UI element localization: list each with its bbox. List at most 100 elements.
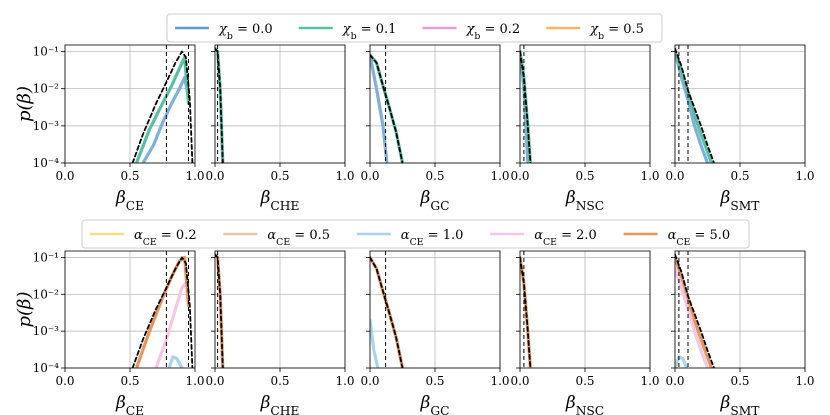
legend-label: χb = 0.1 (342, 22, 397, 42)
legend-frame (81, 219, 750, 249)
x-axis-label: βCHE (260, 188, 300, 213)
x-tick-label: 0.0 (55, 374, 74, 388)
x-axis-label: βNSC (565, 393, 604, 415)
x-tick-label: 1.0 (795, 374, 814, 388)
series-group (520, 49, 532, 163)
y-tick-label: 10⁻⁴ (33, 361, 60, 375)
y-tick-label: 10⁻³ (33, 119, 60, 133)
series-group (675, 253, 715, 368)
legend-label: αCE = 5.0 (668, 228, 731, 248)
legend-label: αCE = 2.0 (534, 228, 597, 248)
series-group (131, 255, 194, 368)
series-line (370, 318, 380, 368)
series-line (675, 47, 715, 163)
y-axis-label: p(β) (14, 292, 35, 328)
series-group (370, 255, 405, 368)
x-tick-label: 0.0 (360, 169, 379, 183)
y-tick-label: 10⁻⁴ (33, 156, 60, 170)
legend-frame (166, 13, 663, 43)
legend-label: χb = 0.0 (218, 22, 273, 42)
series-line (675, 267, 710, 368)
x-axis-label: βGC (420, 393, 450, 415)
legend: αCE = 0.2 αCE = 0.5 αCE = 1.0 αCE = 2.0 αCE … (81, 219, 750, 249)
series-line (675, 253, 715, 368)
series-line (370, 256, 404, 368)
series-line (131, 256, 194, 368)
x-tick-label: 0.5 (425, 374, 444, 388)
panel-bottom-2: 0.0 0.5 1.0 βCHE (205, 250, 355, 415)
y-tick-label: 10⁻² (33, 287, 60, 301)
chart-row-bottom: αCE = 0.2 αCE = 0.5 αCE = 1.0 αCE = 2.0 αCE … (14, 219, 815, 415)
x-axis-label: βNSC (565, 188, 604, 213)
series-line (520, 256, 532, 368)
series-group (520, 255, 532, 368)
x-axis-label: βCE (115, 393, 144, 415)
series-group (215, 253, 225, 368)
legend-label: χb = 0.2 (466, 22, 521, 42)
x-tick-label: 0.5 (270, 169, 289, 183)
series-line (215, 47, 224, 163)
y-tick-label: 10⁻¹ (33, 250, 59, 264)
series-line (370, 53, 389, 163)
legend: χb = 0.0 χb = 0.1 χb = 0.2 χb = 0.5 (166, 13, 663, 43)
x-tick-label: 0.5 (730, 374, 749, 388)
x-tick-label: 0.5 (270, 374, 289, 388)
x-axis-label: βSMT (720, 393, 761, 415)
panel-top-3: 0.0 0.5 1.0 βGC (360, 44, 510, 213)
x-tick-label: 0.0 (205, 169, 224, 183)
x-tick-label: 0.0 (510, 169, 529, 183)
x-axis-label: βCE (115, 188, 144, 213)
x-tick-label: 0.5 (575, 374, 594, 388)
x-tick-label: 1.0 (490, 374, 509, 388)
series-line (370, 54, 404, 163)
series-line (141, 75, 191, 163)
series-line (520, 50, 532, 163)
x-tick-label: 0.0 (205, 374, 224, 388)
series-group (131, 50, 194, 163)
y-tick-label: 10⁻³ (33, 324, 60, 338)
x-tick-label: 0.5 (425, 169, 444, 183)
x-tick-label: 0.0 (510, 374, 529, 388)
series-line (675, 355, 689, 368)
x-tick-label: 0.0 (665, 374, 684, 388)
x-tick-label: 1.0 (795, 169, 814, 183)
series-line (675, 255, 713, 368)
panel-bottom-5: 0.0 0.5 1.0 βSMT (665, 250, 815, 415)
x-tick-label: 1.0 (640, 374, 659, 388)
x-tick-label: 1.0 (335, 169, 354, 183)
x-axis-label: βSMT (720, 188, 761, 213)
y-tick-label: 10⁻² (33, 82, 60, 96)
y-tick-label: 10⁻¹ (33, 45, 59, 59)
legend-label: αCE = 0.2 (134, 228, 197, 248)
x-tick-label: 0.0 (360, 374, 379, 388)
series-line (167, 355, 184, 368)
x-tick-label: 1.0 (185, 169, 204, 183)
series-line (154, 281, 188, 368)
series-line (131, 50, 194, 163)
panel-bottom-1: 0.0 0.5 1.0 10⁻¹ 10⁻² 10⁻³ 10⁻⁴ βCE (33, 250, 205, 415)
panel-top-2: 0.0 0.5 1.0 βCHE (205, 44, 355, 213)
series-line (675, 49, 710, 163)
y-axis-label: p(β) (14, 86, 35, 122)
x-tick-label: 0.5 (575, 169, 594, 183)
x-tick-label: 0.5 (120, 374, 139, 388)
legend-label: αCE = 1.0 (401, 228, 464, 248)
panel-top-1: 0.0 0.5 1.0 10⁻¹ 10⁻² 10⁻³ 10⁻⁴ βCE (33, 45, 205, 213)
x-tick-label: 1.0 (185, 374, 204, 388)
series-group (675, 47, 715, 163)
panel-top-5: 0.0 0.5 1.0 βSMT (665, 44, 815, 213)
x-tick-label: 1.0 (490, 169, 509, 183)
x-axis-label: βGC (420, 188, 450, 213)
x-axis-label: βCHE (260, 393, 300, 415)
series-line (675, 49, 713, 163)
x-tick-label: 1.0 (335, 374, 354, 388)
legend-label: αCE = 0.5 (267, 228, 330, 248)
x-tick-label: 0.5 (730, 169, 749, 183)
panel-top-4: 0.0 0.5 1.0 βNSC (510, 44, 660, 213)
series-group (370, 53, 405, 163)
x-tick-label: 0.0 (665, 169, 684, 183)
x-tick-label: 0.5 (120, 169, 139, 183)
series-line (134, 55, 191, 163)
series-group (215, 47, 225, 163)
